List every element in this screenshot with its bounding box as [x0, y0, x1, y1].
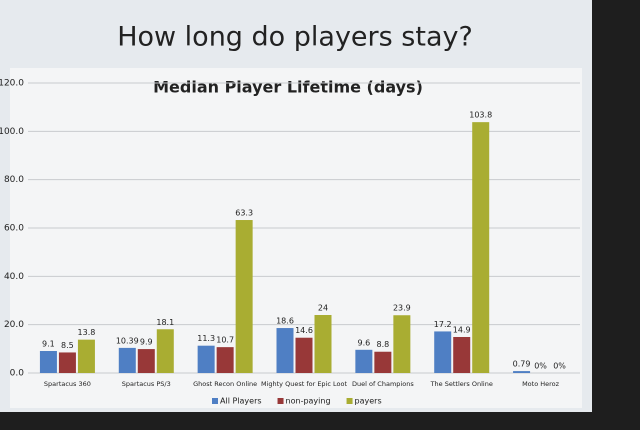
bar: [355, 349, 373, 373]
y-tick-label: 0.0: [10, 369, 25, 379]
value-label: 9.9: [140, 338, 153, 347]
value-label: 24: [318, 304, 328, 313]
legend-label: All Players: [220, 397, 262, 406]
value-label: 10.39: [116, 336, 139, 345]
y-tick-label: 120.0: [0, 79, 24, 89]
bar: [137, 349, 155, 373]
legend-swatch: [277, 398, 284, 404]
legend-swatch: [212, 398, 218, 404]
bar: [314, 315, 332, 373]
value-label: 8.8: [376, 340, 389, 349]
value-label: 63.3: [235, 209, 253, 218]
x-tick-label: Spartacus PS/3: [122, 380, 171, 388]
x-tick-label: Duel of Champions: [352, 380, 414, 388]
value-label: 14.6: [295, 326, 313, 335]
legend-label: payers: [355, 397, 382, 406]
value-label: 13.8: [78, 328, 96, 337]
value-label: 18.6: [276, 317, 294, 326]
bar: [118, 347, 136, 373]
x-tick-label: Ghost Recon Online: [193, 380, 257, 388]
y-tick-label: 20.0: [4, 320, 24, 330]
value-label: 0%: [534, 362, 547, 371]
legend-label: non-paying: [286, 397, 331, 406]
value-label: 11.3: [197, 334, 215, 343]
bar: [374, 351, 392, 373]
y-tick-label: 60.0: [4, 224, 24, 234]
bar: [216, 347, 234, 373]
value-label: 10.7: [216, 336, 234, 345]
value-label: 18.1: [156, 318, 174, 327]
bar: [39, 351, 57, 373]
chart-title: Median Player Lifetime (days): [153, 78, 423, 97]
x-tick-label: Mighty Quest for Epic Loot: [261, 380, 348, 388]
y-tick-label: 40.0: [4, 272, 24, 282]
bar: [472, 122, 490, 374]
y-tick-label: 100.0: [0, 127, 24, 137]
value-label: 14.9: [453, 325, 471, 334]
x-tick-label: Spartacus 360: [44, 380, 91, 388]
value-label: 103.8: [469, 111, 492, 120]
x-tick-label: Moto Heroz: [522, 380, 560, 388]
bar: [235, 220, 253, 373]
value-label: 0%: [553, 362, 566, 371]
value-label: 9.1: [42, 340, 55, 349]
bar: [77, 339, 95, 373]
x-tick-label: The Settlers Online: [430, 380, 493, 388]
y-tick-label: 80.0: [4, 175, 24, 185]
bar: [295, 337, 313, 373]
legend-swatch: [346, 398, 353, 404]
bar: [156, 329, 174, 373]
value-label: 23.9: [393, 304, 411, 313]
slide-title: How long do players stay?: [117, 22, 473, 53]
bar: [453, 336, 471, 373]
bar: [197, 345, 215, 373]
value-label: 0.79: [513, 360, 531, 369]
bar: [434, 331, 452, 373]
value-label: 17.2: [434, 320, 452, 329]
bar: [58, 352, 76, 373]
bar: [276, 328, 294, 373]
value-label: 8.5: [61, 341, 74, 350]
bar: [513, 371, 531, 373]
value-label: 9.6: [357, 338, 370, 347]
bar: [393, 315, 411, 373]
